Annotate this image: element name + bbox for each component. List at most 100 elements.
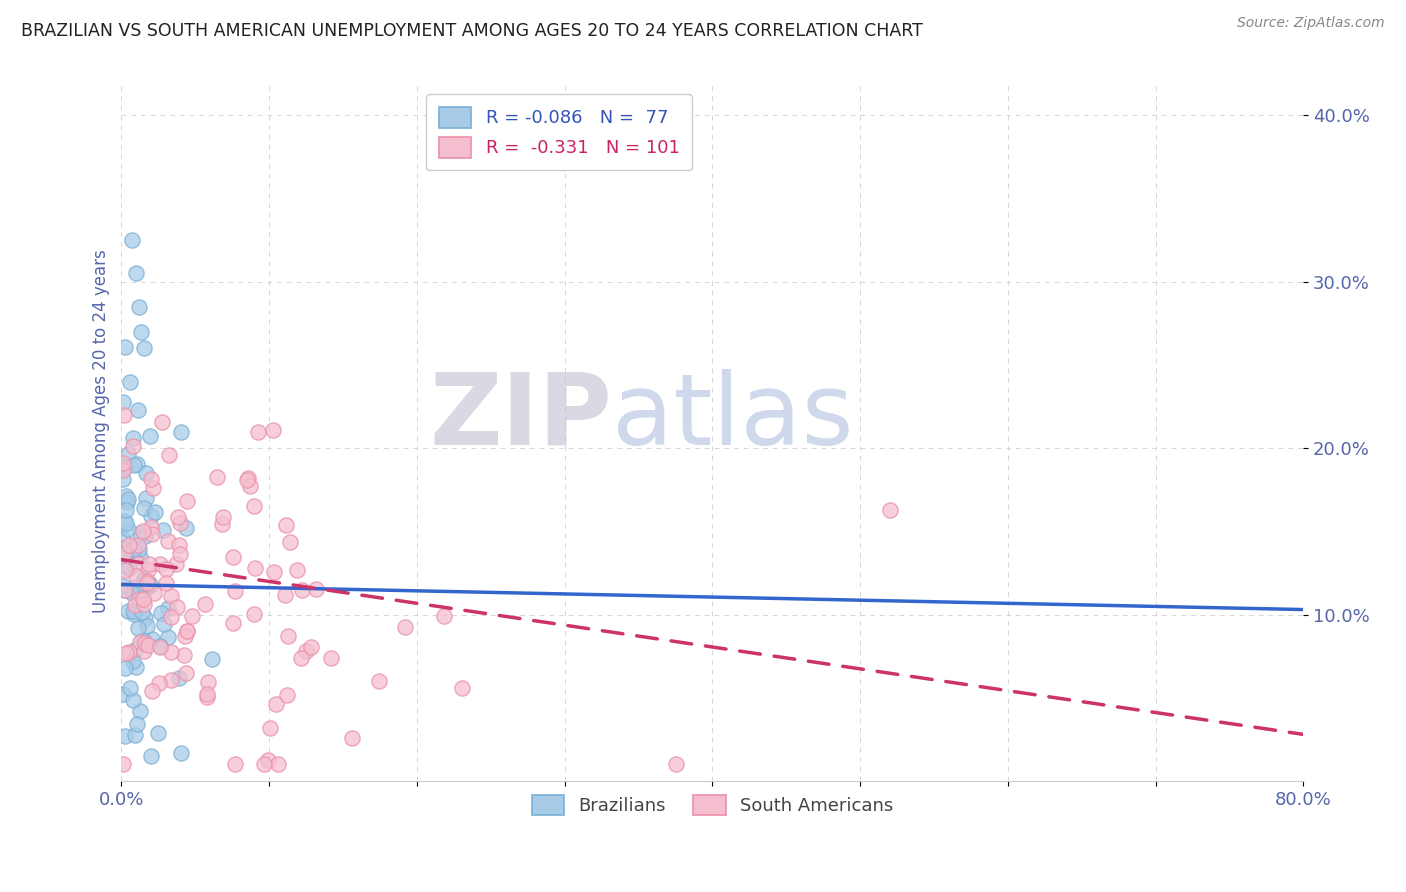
Point — [879, 502, 901, 516]
Point — [124, 580, 146, 594]
Point — [122, 607, 145, 621]
Point — [111, 579, 134, 593]
Point — [159, 673, 181, 687]
Point — [114, 582, 136, 597]
Point — [139, 749, 162, 764]
Point — [278, 535, 301, 549]
Point — [139, 508, 162, 523]
Point — [243, 561, 266, 575]
Point — [222, 549, 245, 564]
Point — [115, 503, 138, 517]
Point — [176, 494, 198, 508]
Point — [117, 447, 139, 461]
Point — [242, 607, 264, 621]
Point — [159, 589, 181, 603]
Point — [160, 610, 183, 624]
Point — [394, 620, 416, 634]
Point — [132, 573, 155, 587]
Point — [111, 395, 134, 409]
Point — [205, 470, 228, 484]
Point — [152, 415, 174, 429]
Point — [127, 457, 149, 471]
Point — [267, 757, 290, 772]
Point — [125, 660, 148, 674]
Point — [148, 676, 170, 690]
Point — [112, 541, 135, 556]
Point — [157, 600, 180, 615]
Point — [129, 635, 152, 649]
Point — [166, 557, 188, 571]
Point — [274, 588, 297, 602]
Point — [128, 300, 150, 314]
Point — [195, 687, 218, 701]
Point — [114, 489, 136, 503]
Point — [150, 607, 173, 621]
Point — [115, 494, 138, 508]
Point — [285, 563, 308, 577]
Point — [173, 648, 195, 662]
Point — [124, 599, 146, 613]
Point — [135, 491, 157, 505]
Point — [128, 541, 150, 556]
Point — [295, 644, 318, 658]
Point — [155, 561, 177, 575]
Point — [132, 524, 155, 538]
Point — [149, 557, 172, 571]
Point — [128, 549, 150, 564]
Point — [136, 576, 159, 591]
Point — [222, 615, 245, 630]
Point — [131, 590, 153, 604]
Point — [111, 472, 134, 486]
Point — [242, 499, 264, 513]
Point — [136, 574, 159, 588]
Point — [169, 516, 191, 531]
Point — [262, 423, 284, 437]
Point — [135, 467, 157, 481]
Point — [257, 753, 280, 767]
Point — [319, 651, 342, 665]
Point — [132, 643, 155, 657]
Point — [194, 597, 217, 611]
Point — [304, 582, 326, 596]
Point — [122, 541, 145, 556]
Point — [114, 563, 136, 577]
Point — [139, 576, 162, 591]
Point — [111, 757, 134, 772]
Point — [118, 561, 141, 575]
Point — [264, 697, 287, 711]
Point — [451, 681, 474, 696]
Point — [114, 548, 136, 562]
Point — [125, 642, 148, 657]
Point — [157, 448, 180, 462]
Point — [166, 600, 188, 615]
Point — [143, 505, 166, 519]
Point — [141, 683, 163, 698]
Point — [118, 375, 141, 389]
Point — [114, 340, 136, 354]
Point — [157, 534, 180, 549]
Point — [149, 640, 172, 654]
Point — [136, 563, 159, 577]
Point — [131, 605, 153, 619]
Point — [138, 579, 160, 593]
Point — [276, 518, 298, 533]
Point — [132, 501, 155, 516]
Point — [146, 726, 169, 740]
Point — [129, 325, 152, 339]
Point — [169, 746, 191, 760]
Point — [114, 729, 136, 743]
Point — [112, 408, 135, 422]
Point — [195, 690, 218, 704]
Point — [121, 604, 143, 618]
Point — [201, 652, 224, 666]
Point — [236, 473, 259, 487]
Point — [141, 527, 163, 541]
Point — [118, 645, 141, 659]
Point — [112, 547, 135, 561]
Point — [263, 566, 285, 580]
Point — [139, 520, 162, 534]
Point — [143, 585, 166, 599]
Point — [181, 608, 204, 623]
Text: ZIP: ZIP — [429, 369, 612, 466]
Point — [136, 638, 159, 652]
